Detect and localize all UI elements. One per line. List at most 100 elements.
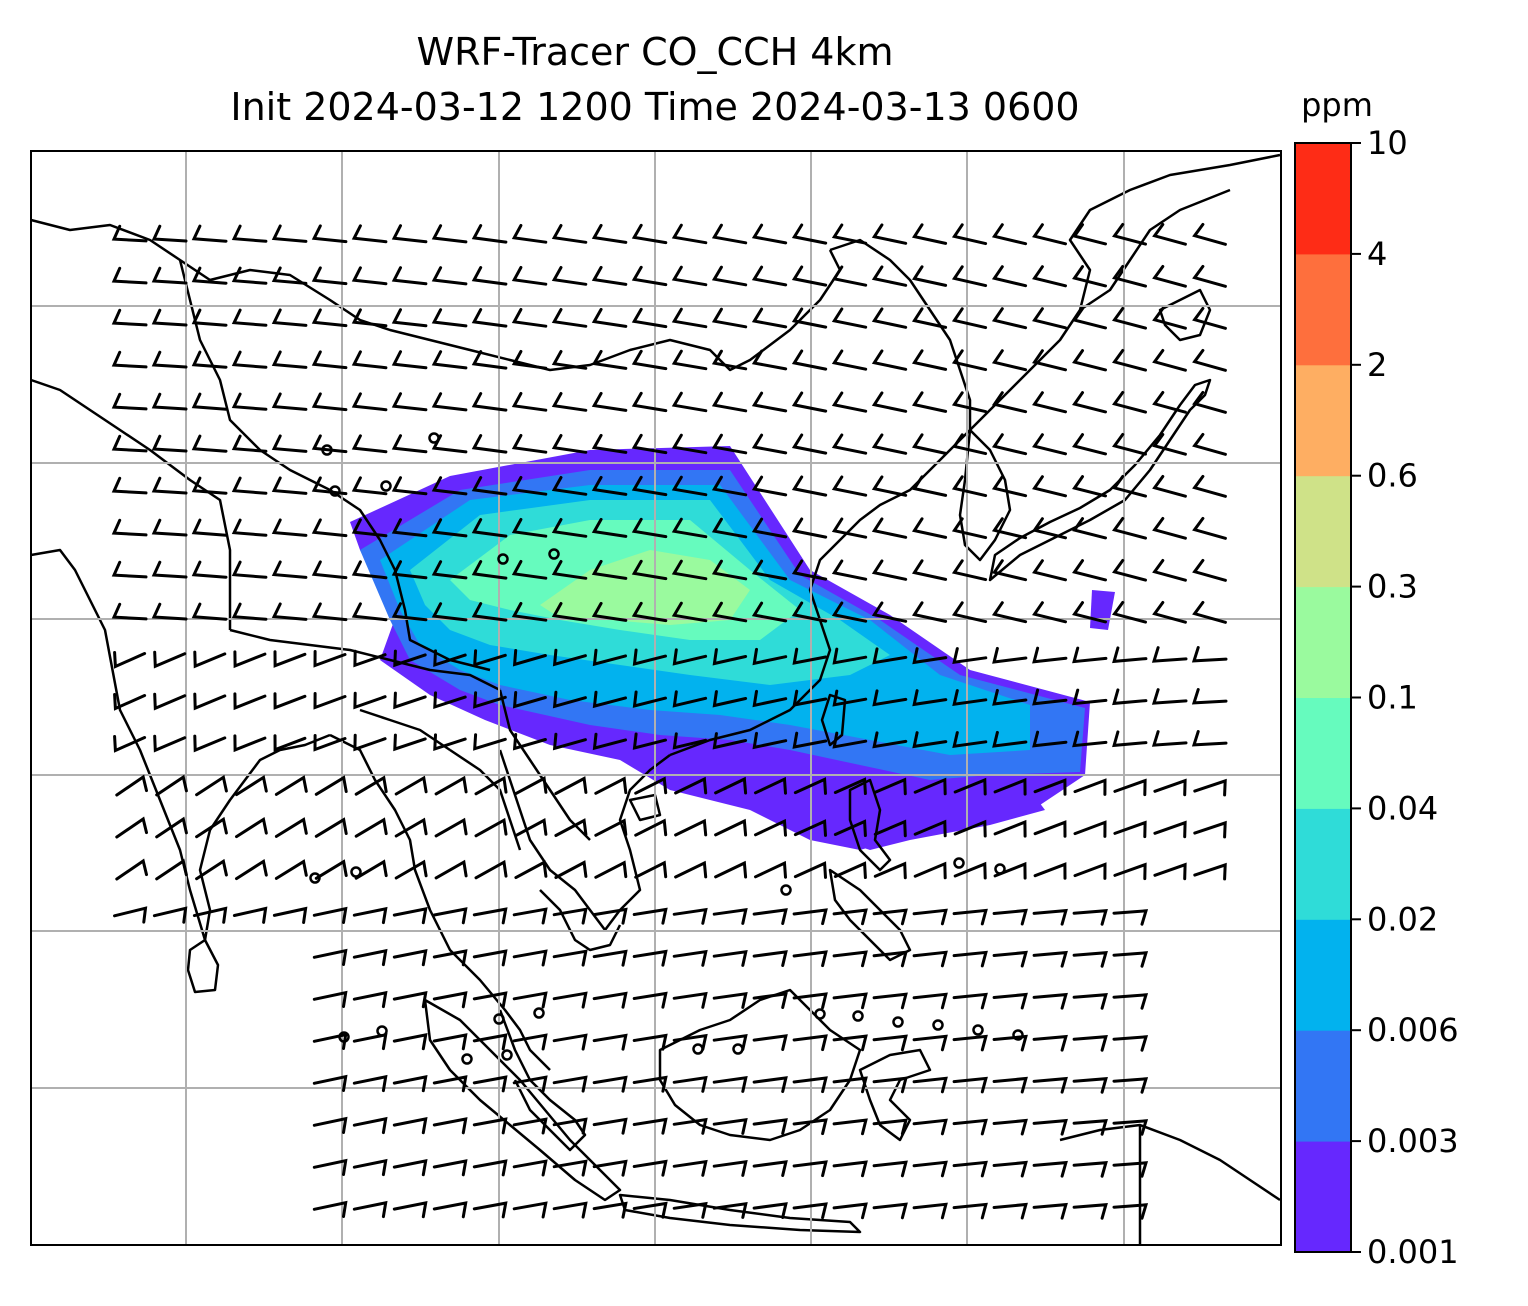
wind-barb [792,908,828,926]
wind-barb [1072,223,1107,246]
wind-barb [1192,306,1227,330]
coastline-hainan [628,793,662,822]
wind-barb [952,647,988,664]
wind-barb [1072,730,1108,748]
wind-barb [1072,601,1107,624]
wind-barb [1152,349,1187,372]
wind-barb [792,1160,828,1178]
wind-barb [311,518,348,538]
wind-barb [551,350,588,370]
wind-barb [631,433,668,455]
wind-barb [951,265,988,288]
wind-barb [871,559,908,581]
wind-barb [831,223,868,245]
wind-barb [752,731,788,750]
wind-barb [1032,559,1067,582]
calm-wind-marker [972,1024,984,1036]
wind-barb [392,1117,428,1135]
colorbar-swatch [1295,253,1351,366]
wind-barb [313,692,347,710]
wind-barb [752,647,788,666]
wind-barb [391,392,428,412]
wind-barb [992,1076,1028,1094]
wind-barb [474,775,508,796]
wind-barb [512,649,547,667]
wind-barb [351,308,388,328]
wind-barb [274,775,308,796]
wind-barb [394,859,428,880]
wind-barb [671,601,708,623]
wind-barb [711,265,748,287]
wind-barb [231,434,268,453]
wind-barb [354,859,388,880]
wind-barb [354,817,388,838]
wind-barb [754,818,787,837]
wind-barb [992,950,1028,968]
map-panel [30,150,1282,1246]
wind-barb [671,391,708,413]
wind-barb [832,1034,868,1052]
wind-barb [911,475,948,497]
wind-barb [1072,688,1108,706]
wind-barb [195,858,228,881]
wind-barb [912,1118,948,1136]
wind-barb [1073,862,1107,880]
colorbar-tick-label: 0.6 [1367,457,1418,495]
wind-barb [1193,862,1227,881]
map-frame [30,150,1282,1246]
wind-barb [431,350,468,370]
wind-barb [671,265,708,287]
wind-barb [392,1075,428,1093]
wind-barb [394,817,428,838]
wind-barb [552,991,588,1009]
wind-barb [712,690,748,708]
wind-barb [554,818,588,837]
wind-barb [431,224,468,244]
wind-barb [591,391,628,412]
wind-barb [1191,646,1228,663]
wind-barb [911,349,948,371]
wind-barb [431,476,468,496]
wind-barb [231,392,268,411]
wind-barb [472,1033,508,1051]
wind-barb [552,1033,588,1051]
wind-barb [752,1160,788,1177]
wind-barb [952,1118,988,1136]
wind-barb [1151,646,1188,663]
wind-barb [872,908,908,926]
wind-barb [792,1118,828,1136]
wind-barb [992,1202,1028,1220]
wind-barb [431,602,468,622]
wind-barb [791,265,828,287]
wind-barb [191,224,228,243]
wind-barb [632,907,668,925]
wind-barb [551,560,588,580]
wind-barb [591,349,628,370]
wind-barb [714,776,748,795]
wind-barb [1072,646,1108,664]
wind-barb [792,950,828,968]
wind-barb [792,1034,828,1052]
wind-barb [752,1076,788,1093]
wind-barb [751,601,788,623]
wind-barb [871,307,908,329]
colorbar: ppm 0.001 0.003 0.006 0.02 0.04 0.1 0.3 0.6 2 4 10 [1294,86,1459,1271]
colorbar-swatches [1295,143,1351,1253]
wind-barb [872,1118,908,1136]
wind-barb [1112,1077,1149,1094]
wind-barb [153,650,187,669]
wind-barb [631,223,668,245]
wind-barb [235,816,268,839]
wind-barb [792,689,828,707]
wind-barb [312,1074,348,1092]
coastline-philippines-south [828,868,912,962]
wind-barb [1032,730,1068,748]
wind-barb [594,860,628,879]
calm-wind-marker [329,485,341,497]
wind-barb [111,224,148,243]
wind-barb [793,777,827,795]
wind-barb [752,908,788,925]
wind-barb [712,732,748,750]
wind-barb [311,392,348,412]
wind-barb [751,307,788,329]
